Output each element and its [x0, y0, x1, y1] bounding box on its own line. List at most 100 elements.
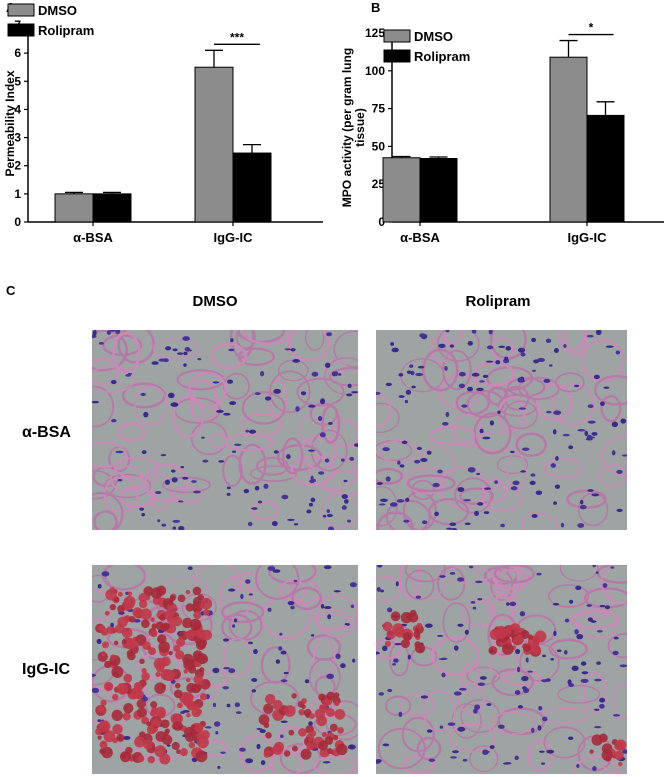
red-blood-cells: [179, 748, 188, 757]
nucleus: [593, 726, 602, 729]
alveolus: [243, 330, 293, 345]
nucleus: [446, 527, 453, 530]
nucleus: [428, 758, 436, 762]
alveolus: [416, 736, 442, 761]
nucleus: [111, 418, 117, 423]
chart-a: 01234567Permeability Indexα-BSAIgG-IC***…: [3, 3, 323, 245]
nucleus: [254, 392, 261, 395]
red-blood-cells: [186, 700, 197, 711]
nucleus: [251, 678, 258, 682]
red-blood-cells: [137, 755, 145, 763]
red-blood-cells: [527, 634, 534, 640]
red-blood-cells: [159, 614, 166, 621]
red-blood-cells: [272, 699, 283, 710]
red-blood-cells: [336, 743, 348, 756]
nucleus: [98, 342, 104, 345]
nucleus: [172, 526, 177, 530]
nucleus: [232, 624, 236, 628]
nucleus: [226, 492, 231, 496]
legend-label-rolipram: Rolipram: [414, 49, 470, 64]
nucleus: [333, 590, 341, 593]
y-tick-label: 125: [365, 26, 385, 40]
alveolus: [543, 707, 590, 724]
legend-label-dmso: DMSO: [38, 3, 77, 18]
red-blood-cells: [188, 665, 197, 674]
nucleus: [326, 509, 330, 514]
nucleus: [439, 725, 444, 729]
nucleus: [287, 518, 295, 522]
nucleus: [141, 450, 147, 455]
nucleus: [320, 603, 325, 609]
x-tick-label: α-BSA: [73, 230, 113, 245]
nucleus: [602, 583, 608, 588]
red-blood-cells: [117, 605, 125, 613]
nucleus: [604, 605, 611, 610]
nucleus: [344, 623, 349, 626]
nucleus: [587, 404, 594, 409]
red-blood-cells: [112, 724, 123, 735]
alveolus: [412, 565, 445, 600]
nucleus: [140, 392, 146, 397]
alveolus: [581, 339, 625, 382]
y-axis-label: Permeability Index: [3, 70, 17, 176]
nucleus: [560, 522, 565, 528]
nucleus: [226, 703, 231, 708]
alveolus: [461, 599, 497, 627]
alveolus: [172, 395, 205, 438]
red-blood-cells: [127, 591, 133, 597]
red-blood-cells: [614, 750, 624, 761]
nucleus: [462, 758, 468, 762]
red-blood-cells: [121, 627, 133, 639]
alveolus: [315, 594, 358, 638]
nucleus: [515, 648, 521, 655]
bar-dmso-1: [194, 66, 234, 223]
nucleus: [477, 682, 486, 687]
red-blood-cells: [318, 693, 326, 701]
nucleus: [467, 341, 473, 346]
alveolus: [472, 431, 521, 452]
alveolus: [442, 566, 491, 584]
red-blood-cells: [162, 669, 175, 682]
nucleus: [592, 766, 597, 772]
nucleus: [280, 679, 288, 683]
nucleus: [482, 436, 491, 440]
red-blood-cells: [110, 654, 116, 660]
nucleus: [337, 373, 342, 376]
nucleus: [531, 727, 535, 734]
nucleus: [410, 370, 415, 376]
nucleus: [341, 494, 348, 499]
nucleus: [240, 593, 244, 600]
legend-swatch-rolipram: [7, 23, 35, 37]
alveolus: [137, 652, 181, 680]
alveolus: [282, 437, 304, 475]
nucleus: [322, 514, 327, 518]
legend-swatch-dmso: [383, 29, 411, 43]
red-blood-cells: [103, 730, 116, 743]
nucleus: [591, 431, 598, 436]
alveolus: [566, 489, 607, 509]
nucleus: [398, 711, 403, 717]
nucleus: [341, 505, 347, 510]
nucleus: [204, 726, 212, 729]
red-blood-cells: [615, 740, 621, 746]
nucleus: [514, 690, 521, 695]
red-blood-cells: [154, 682, 166, 694]
red-blood-cells: [186, 713, 191, 718]
red-blood-cells: [157, 658, 167, 668]
nucleus: [567, 736, 574, 741]
nucleus: [599, 697, 606, 703]
nucleus: [437, 469, 443, 474]
nucleus: [486, 345, 494, 350]
nucleus: [592, 565, 596, 568]
nucleus: [308, 404, 316, 408]
nucleus: [468, 565, 474, 569]
alveolus: [384, 695, 412, 717]
nucleus: [457, 623, 464, 627]
nucleus: [390, 342, 395, 346]
nucleus: [280, 734, 284, 738]
red-blood-cells: [100, 699, 107, 706]
red-blood-cells: [200, 693, 208, 701]
red-blood-cells: [168, 651, 173, 656]
nucleus: [256, 743, 261, 750]
nucleus: [580, 661, 587, 666]
